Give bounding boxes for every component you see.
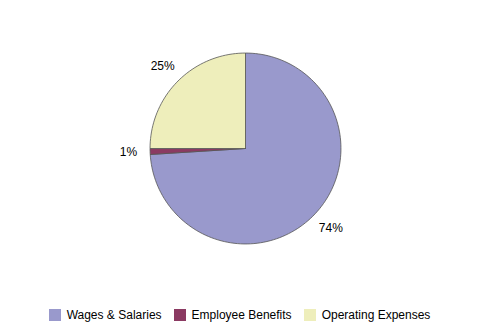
html-text:Wages & Salaries: Wages & Salaries — [66, 307, 162, 322]
svg-text:25%: 25% — [151, 59, 175, 73]
html-text:Operating Expenses: Operating Expenses — [321, 307, 431, 322]
svg-text:1%: 1% — [120, 145, 138, 159]
html-text:Employee Benefits: Employee Benefits — [191, 307, 292, 322]
svg-text:74%: 74% — [319, 221, 343, 235]
